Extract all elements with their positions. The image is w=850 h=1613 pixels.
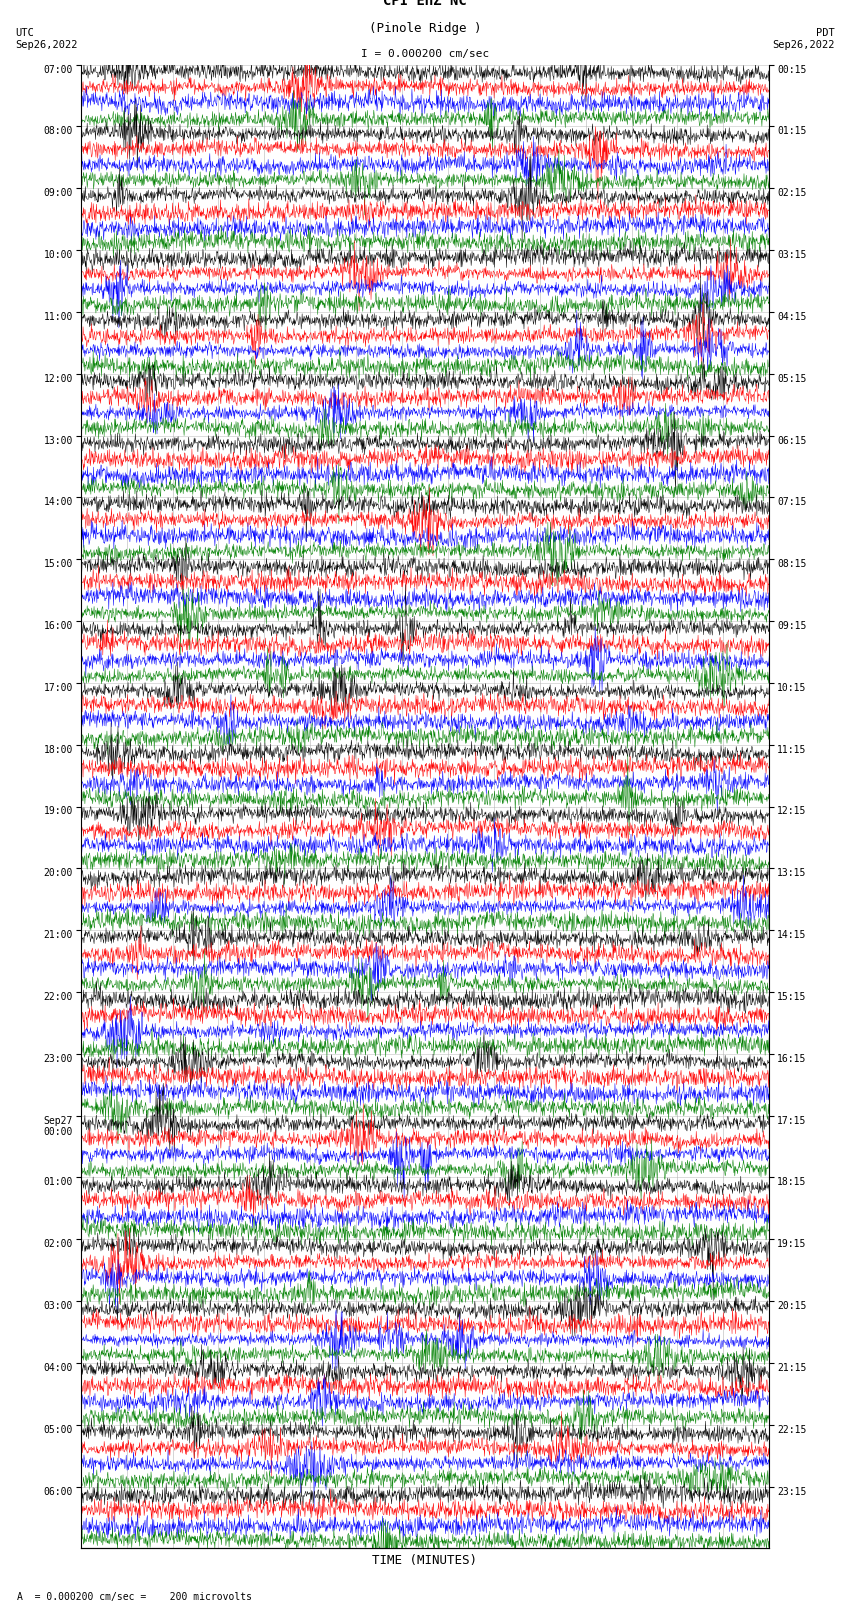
Text: I = 0.000200 cm/sec: I = 0.000200 cm/sec — [361, 48, 489, 58]
Text: PDT
Sep26,2022: PDT Sep26,2022 — [772, 27, 835, 50]
Text: (Pinole Ridge ): (Pinole Ridge ) — [369, 23, 481, 35]
Text: CPI EHZ NC: CPI EHZ NC — [383, 0, 467, 8]
Text: A  = 0.000200 cm/sec =    200 microvolts: A = 0.000200 cm/sec = 200 microvolts — [17, 1592, 252, 1602]
X-axis label: TIME (MINUTES): TIME (MINUTES) — [372, 1553, 478, 1568]
Text: UTC
Sep26,2022: UTC Sep26,2022 — [15, 27, 78, 50]
